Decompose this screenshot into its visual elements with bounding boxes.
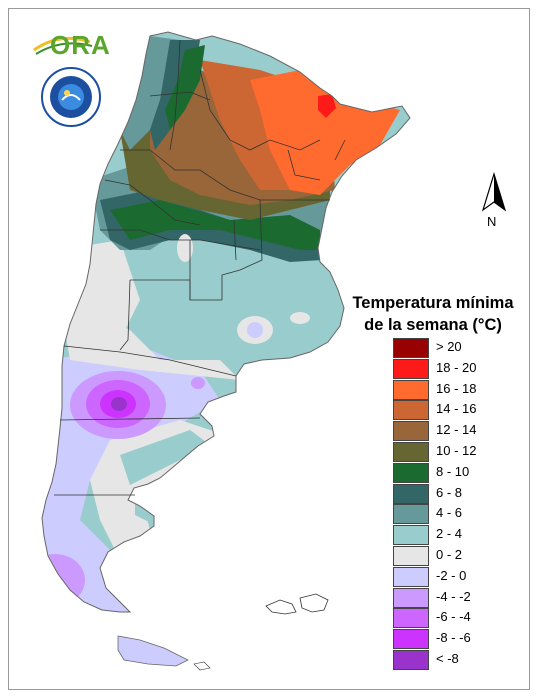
legend-swatch (393, 358, 429, 379)
legend-title-line-1: Temperatura mínima (352, 294, 514, 312)
ora-logo-text: ORA (50, 30, 111, 60)
ora-logo (30, 28, 110, 64)
legend-swatch (393, 545, 429, 566)
country-outline (41, 31, 411, 613)
legend-swatch (393, 629, 429, 650)
legend-label: < -8 (436, 650, 459, 666)
legend-swatch (393, 421, 429, 442)
north-label: N (487, 214, 497, 229)
legend-swatch (393, 587, 429, 608)
legend-label: -4 - -2 (436, 588, 471, 604)
legend-title-line-2: de la semana (°C) (364, 316, 502, 334)
tierra-del-fuego (117, 635, 211, 671)
falkland-islands (265, 593, 329, 615)
legend-swatch (393, 400, 429, 421)
legend-swatch (393, 338, 429, 358)
north-arrow-icon (478, 171, 510, 230)
legend-swatch (393, 379, 429, 400)
legend-swatch (393, 504, 429, 525)
legend-swatch (393, 608, 429, 629)
legend-label: 2 - 4 (436, 526, 463, 542)
legend-label: 18 - 20 (436, 359, 477, 375)
legend-label: 4 - 6 (436, 505, 463, 521)
legend-swatch (393, 525, 429, 546)
legend-label: 8 - 10 (436, 463, 470, 479)
legend-title: Temperatura mínima de la semana (°C) (338, 292, 528, 336)
legend-label: > 20 (436, 339, 462, 354)
legend-label: -2 - 0 (436, 567, 467, 583)
legend-swatch (393, 566, 429, 587)
legend-swatch (393, 649, 429, 670)
legend-label: 0 - 2 (436, 546, 463, 562)
legend-label: 14 - 16 (436, 401, 477, 417)
legend-label: 10 - 12 (436, 442, 477, 458)
legend-swatch (393, 462, 429, 483)
legend-label: 6 - 8 (436, 484, 463, 500)
legend-label: 16 - 18 (436, 380, 477, 396)
legend-label: -8 - -6 (436, 630, 471, 646)
legend-swatch (393, 483, 429, 504)
legend-label: -6 - -4 (436, 609, 471, 625)
legend-swatch (393, 441, 429, 462)
province-boundaries (54, 39, 346, 496)
legend-label: 12 - 14 (436, 422, 477, 438)
smn-seal (40, 66, 102, 128)
